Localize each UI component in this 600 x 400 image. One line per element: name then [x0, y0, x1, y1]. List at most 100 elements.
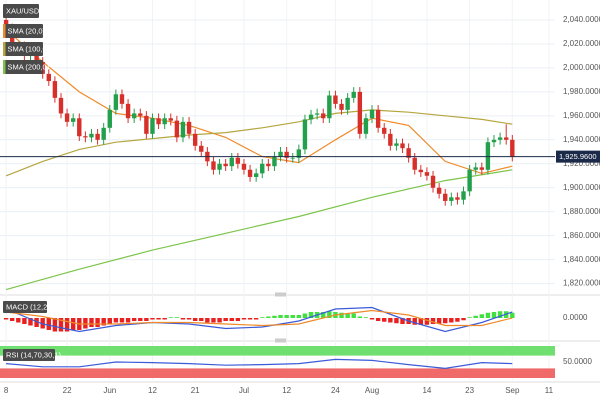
candle-body: [461, 191, 466, 200]
x-tick-label: 8: [4, 386, 9, 395]
legend-label: SMA (100,0): [8, 44, 50, 53]
histogram-bar: [131, 318, 137, 321]
histogram-bar: [125, 318, 131, 323]
candle-body: [168, 118, 173, 121]
y-tick-label: 0.0000: [563, 313, 588, 322]
y-tick-label: 1,820.0000: [563, 279, 600, 288]
candle-body: [388, 133, 393, 146]
candle-body: [418, 169, 424, 173]
last-price-box: [556, 150, 600, 163]
histogram-bar: [363, 317, 369, 318]
histogram-bar: [180, 318, 186, 320]
x-tick-label: 11: [545, 386, 554, 395]
histogram-bar: [9, 318, 15, 321]
candle-body: [400, 143, 405, 149]
histogram-bar: [284, 315, 289, 318]
histogram-bar: [272, 315, 277, 318]
candle-body: [101, 127, 106, 140]
candle-body: [479, 167, 485, 170]
y-tick-label: 1,960.0000: [563, 111, 600, 120]
histogram-bar: [199, 318, 204, 321]
x-tick-label: 12: [148, 386, 157, 395]
x-tick-label: 23: [465, 386, 474, 395]
histogram-bar: [211, 318, 216, 323]
candle-body: [186, 121, 192, 134]
legend-label: SMA (200,0): [8, 62, 50, 71]
indicator-line: [6, 309, 513, 327]
candle-body: [424, 172, 430, 176]
pane-handle: [275, 338, 287, 343]
candle-body: [314, 113, 320, 115]
y-tick-label: 1,980.0000: [563, 87, 600, 96]
candle-body: [333, 95, 338, 104]
candle-body: [95, 133, 100, 140]
y-tick-label: 1,900.0000: [563, 183, 600, 192]
candle-body: [180, 121, 186, 138]
histogram-bar: [382, 318, 387, 322]
histogram-bar: [339, 312, 344, 318]
x-tick-label: Jul: [239, 386, 249, 395]
histogram-bar: [351, 313, 356, 318]
histogram-bar: [217, 318, 222, 323]
histogram-bar: [436, 318, 442, 324]
histogram-bar: [278, 315, 283, 318]
oversold-band: [0, 368, 555, 378]
candle-body: [217, 163, 222, 170]
candle-body: [83, 136, 88, 138]
candle-body: [89, 133, 94, 138]
histogram-bar: [223, 318, 228, 321]
histogram-bar: [369, 318, 375, 320]
histogram-bar: [296, 315, 302, 318]
candle-body: [497, 137, 503, 140]
candle-body: [223, 163, 228, 167]
histogram-bar: [40, 318, 45, 329]
histogram-bar: [58, 318, 64, 332]
histogram-bar: [205, 318, 210, 323]
y-tick-label: 1,840.0000: [563, 255, 600, 264]
histogram-bar: [70, 318, 76, 330]
candle-body: [449, 197, 454, 201]
candle-body: [174, 120, 180, 138]
candle-body: [138, 113, 143, 116]
histogram-bar: [119, 318, 125, 323]
indicator-line: [6, 358, 513, 370]
candle-body: [70, 118, 76, 122]
histogram-bar: [46, 318, 51, 330]
chart-title: XAU/USD: [6, 6, 40, 15]
candle-body: [473, 167, 478, 170]
histogram-bar: [64, 318, 70, 332]
candle-body: [46, 73, 51, 82]
candle-body: [504, 137, 509, 140]
histogram-bar: [192, 318, 198, 321]
histogram-bar: [479, 314, 485, 318]
x-tick-label: Aug: [365, 386, 379, 395]
candle-body: [375, 109, 381, 128]
legend-box: [3, 42, 43, 56]
histogram-bar: [412, 318, 417, 325]
x-tick-label: Sep: [505, 386, 520, 395]
histogram-bar: [485, 312, 491, 318]
candle-body: [351, 91, 356, 98]
candle-body: [485, 142, 491, 170]
histogram-bar: [400, 318, 405, 324]
pane-title: MACD (12,26,9): [6, 302, 61, 311]
candle-body: [345, 97, 350, 110]
histogram-bar: [235, 318, 241, 321]
histogram-bar: [302, 313, 308, 318]
y-tick-label: 1,940.0000: [563, 135, 600, 144]
y-tick-label: 1,880.0000: [563, 207, 600, 216]
candle-body: [125, 103, 131, 119]
histogram-bar: [467, 317, 472, 318]
legend-swatch: [3, 42, 6, 56]
candle-body: [107, 109, 112, 128]
y-tick-label: 1,860.0000: [563, 231, 600, 240]
histogram-bar: [28, 318, 33, 326]
histogram-bar: [266, 316, 271, 318]
y-tick-label: 2,040.0000: [563, 15, 600, 24]
histogram-bar: [89, 318, 94, 327]
histogram-bar: [388, 318, 393, 323]
legend-box: [3, 349, 55, 361]
histogram-bar: [113, 318, 119, 323]
y-tick-label: 1,920.0000: [563, 159, 600, 168]
